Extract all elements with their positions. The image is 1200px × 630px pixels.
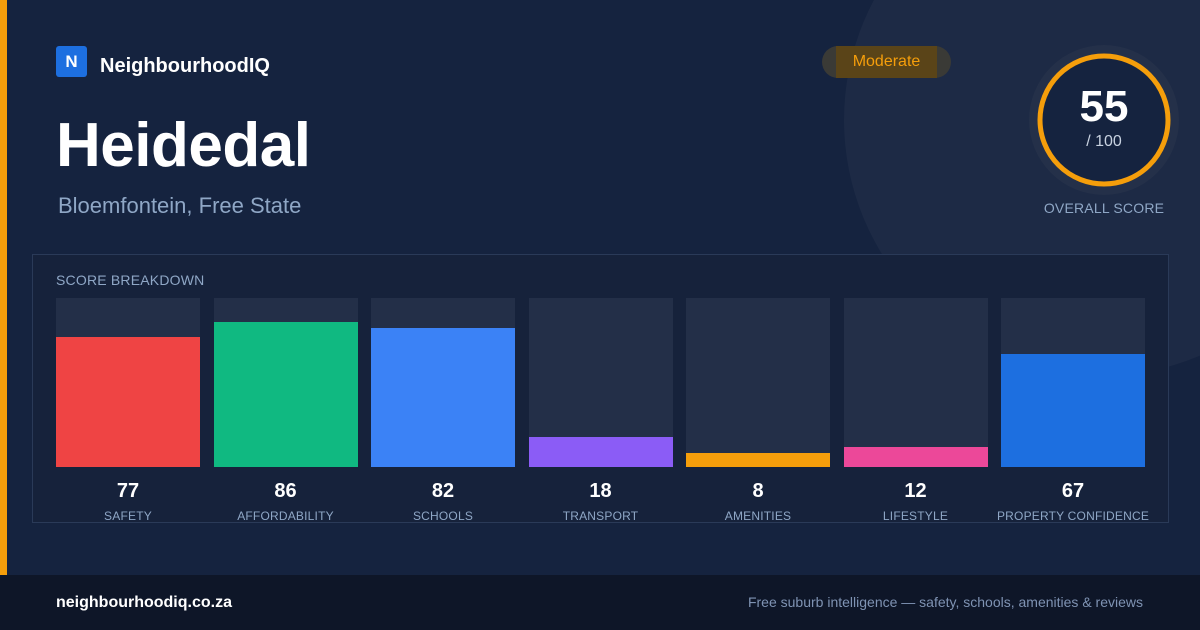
bar-track	[528, 298, 673, 467]
breakdown-bar-lifestyle: 12 LIFESTYLE	[843, 298, 988, 524]
bar-label: TRANSPORT	[562, 509, 639, 523]
share-card: N NeighbourhoodIQ Heidedal Bloemfontein,…	[0, 0, 1180, 575]
bar-track	[371, 298, 515, 467]
bar-label: SAFETY	[104, 509, 152, 523]
overall-score-caption: OVERALL SCORE	[1043, 200, 1165, 216]
bar-value: 67	[1061, 480, 1085, 502]
bar-fill	[843, 447, 988, 467]
bar-track	[213, 298, 358, 467]
rating-badge-highlight	[836, 46, 937, 78]
breakdown-bar-safety: 77 SAFETY	[56, 298, 200, 524]
brand-logo-icon: N	[56, 46, 87, 77]
bar-label: AMENITIES	[724, 509, 792, 523]
bar-value: 12	[904, 480, 927, 502]
score-breakdown-panel: SCORE BREAKDOWN 77 SAFETY 86 AFFORDABILITY 8…	[32, 254, 1169, 523]
suburb-name: Heidedal	[56, 111, 311, 180]
breakdown-bar-transport: 18 TRANSPORT	[528, 298, 673, 524]
overall-score-max: / 100	[1086, 133, 1122, 150]
bar-track	[56, 298, 200, 467]
bar-track	[843, 298, 988, 467]
bar-fill	[528, 437, 673, 467]
brand-name: NeighbourhoodIQ	[100, 55, 270, 77]
bar-value: 8	[752, 480, 764, 502]
bar-track	[1001, 298, 1145, 467]
footer-tagline: Free suburb intelligence — safety, schoo…	[747, 594, 1143, 610]
bar-fill	[1001, 354, 1145, 467]
bar-label: SCHOOLS	[412, 509, 474, 523]
breakdown-bar-schools: 82 SCHOOLS	[371, 298, 515, 524]
overall-score-value: 55	[1079, 82, 1129, 131]
bar-fill	[686, 453, 830, 467]
overall-score-ring: 55 / 100	[1028, 44, 1180, 196]
bar-track	[686, 298, 830, 467]
bar-value: 18	[589, 480, 612, 502]
bar-fill	[56, 337, 200, 467]
score-ring-stroke	[1037, 53, 1171, 187]
bar-value: 82	[431, 480, 455, 502]
breakdown-bar-affordability: 86 AFFORDABILITY	[213, 298, 358, 524]
bar-label: LIFESTYLE	[882, 509, 949, 523]
rating-badge: Moderate	[822, 46, 951, 78]
bar-value: 86	[274, 480, 297, 502]
suburb-location: Bloemfontein, Free State	[58, 193, 302, 218]
accent-bar	[0, 0, 7, 575]
breakdown-bar-property-confidence: 67 PROPERTY CONFIDENCE	[997, 298, 1149, 524]
footer: neighbourhoodiq.co.za Free suburb intell…	[0, 575, 1200, 630]
bar-label: PROPERTY CONFIDENCE	[996, 509, 1150, 523]
bar-fill	[213, 322, 358, 467]
bar-label: AFFORDABILITY	[237, 509, 334, 523]
rating-badge-label: Moderate	[852, 53, 921, 70]
bar-fill	[371, 328, 515, 467]
breakdown-title: SCORE BREAKDOWN	[56, 272, 205, 288]
bar-value: 77	[116, 480, 140, 502]
score-ring-graphic	[1029, 45, 1179, 195]
brand[interactable]: N NeighbourhoodIQ	[56, 46, 270, 77]
footer-domain-link[interactable]: neighbourhoodiq.co.za	[56, 594, 232, 611]
breakdown-bar-amenities: 8 AMENITIES	[686, 298, 830, 524]
